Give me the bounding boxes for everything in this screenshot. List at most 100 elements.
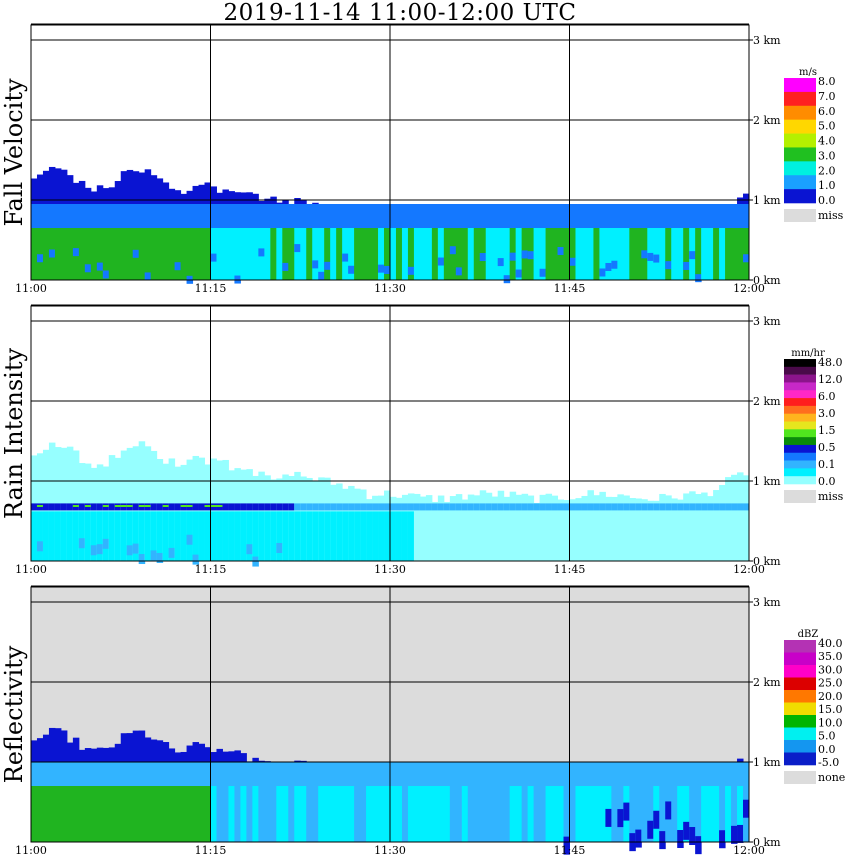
velocity-cell bbox=[246, 192, 253, 204]
reflectivity-cell bbox=[78, 786, 86, 842]
reflectivity-cell bbox=[282, 762, 289, 786]
velocity-cell bbox=[611, 260, 618, 269]
reflectivity-cell bbox=[72, 762, 80, 786]
reflectivity-cell bbox=[647, 820, 654, 839]
ytick-label: 1 km bbox=[753, 475, 781, 488]
reflectivity-cell bbox=[485, 762, 493, 786]
intensity-cell bbox=[390, 511, 397, 561]
velocity-cell bbox=[419, 228, 427, 280]
velocity-cell bbox=[294, 197, 301, 204]
reflectivity-cell bbox=[180, 786, 188, 842]
intensity-cell bbox=[653, 503, 660, 511]
legend-label: 0.0 bbox=[818, 743, 836, 756]
velocity-cell bbox=[174, 204, 182, 228]
velocity-cell bbox=[713, 204, 720, 228]
velocity-cell bbox=[168, 204, 176, 228]
reflectivity-cell bbox=[611, 786, 618, 842]
velocity-cell bbox=[503, 228, 511, 280]
reflectivity-cell bbox=[156, 740, 164, 762]
intensity-cell bbox=[330, 511, 337, 561]
intensity-cell bbox=[725, 503, 732, 511]
velocity-cell bbox=[240, 204, 247, 228]
intensity-cell bbox=[533, 503, 541, 511]
intensity-cell bbox=[671, 498, 678, 561]
reflectivity-cell bbox=[294, 762, 301, 786]
velocity-cell bbox=[395, 204, 403, 228]
intensity-cell bbox=[90, 503, 98, 511]
velocity-cell bbox=[605, 228, 612, 280]
velocity-cell bbox=[354, 204, 361, 228]
intensity-cell bbox=[372, 503, 379, 511]
intensity-cell bbox=[635, 503, 642, 511]
legend-label: 12.0 bbox=[818, 373, 843, 386]
velocity-cell bbox=[300, 228, 307, 280]
velocity-cell bbox=[635, 204, 642, 228]
velocity-cell bbox=[413, 228, 421, 280]
velocity-cell bbox=[629, 204, 636, 228]
velocity-cell bbox=[443, 204, 451, 228]
velocity-cell bbox=[198, 228, 206, 280]
velocity-cell bbox=[60, 204, 68, 228]
reflectivity-cell bbox=[306, 786, 313, 842]
velocity-cell bbox=[677, 204, 684, 228]
velocity-cell bbox=[665, 228, 672, 280]
reflectivity-cell bbox=[671, 786, 678, 842]
legend-swatch bbox=[784, 175, 816, 190]
intensity-cell bbox=[707, 496, 714, 561]
intensity-cell bbox=[306, 503, 313, 511]
velocity-cell bbox=[216, 192, 223, 204]
velocity-cell bbox=[132, 249, 140, 258]
velocity-cell bbox=[84, 228, 92, 280]
reflectivity-cell bbox=[707, 762, 714, 786]
intensity-cell bbox=[509, 491, 517, 561]
intensity-cell bbox=[186, 534, 194, 545]
reflectivity-cell bbox=[120, 762, 128, 786]
intensity-cell bbox=[66, 511, 74, 561]
velocity-cell bbox=[605, 262, 612, 271]
reflectivity-cell bbox=[198, 743, 206, 762]
velocity-cell bbox=[635, 228, 642, 280]
intensity-cell bbox=[360, 503, 367, 511]
velocity-cell bbox=[366, 228, 373, 280]
velocity-cell bbox=[48, 166, 56, 204]
reflectivity-cell bbox=[228, 786, 235, 842]
velocity-cell bbox=[96, 228, 104, 280]
reflectivity-cell bbox=[90, 748, 98, 762]
legend-label: 1.5 bbox=[818, 424, 836, 437]
reflectivity-cell bbox=[54, 728, 62, 762]
reflectivity-cell bbox=[731, 786, 738, 842]
velocity-cell bbox=[707, 228, 714, 280]
velocity-cell bbox=[168, 188, 176, 204]
intensity-cell bbox=[437, 495, 445, 561]
intensity-cell bbox=[150, 503, 158, 511]
xtick-label: 12:00 bbox=[733, 844, 765, 857]
panel-reflectivity: 0 km 1 km 2 km 3 km 11:00 11:15 11:30 11:45 12:0… bbox=[0, 585, 845, 857]
reflectivity-cell bbox=[497, 762, 505, 786]
reflectivity-cell bbox=[258, 762, 265, 786]
velocity-cell bbox=[120, 171, 128, 204]
legend-unit: dBZ bbox=[798, 629, 819, 640]
reflectivity-cell bbox=[252, 786, 259, 842]
intensity-cell bbox=[324, 503, 331, 511]
velocity-cell bbox=[228, 228, 235, 280]
velocity-cell bbox=[114, 204, 122, 228]
velocity-cell bbox=[360, 204, 367, 228]
intensity-cell bbox=[204, 505, 211, 507]
reflectivity-cell bbox=[659, 762, 666, 786]
intensity-cell bbox=[455, 503, 463, 511]
intensity-cell bbox=[120, 505, 128, 507]
reflectivity-cell bbox=[174, 762, 182, 786]
legend-swatch bbox=[784, 366, 816, 375]
reflectivity-cell bbox=[384, 762, 391, 786]
velocity-cell bbox=[629, 228, 636, 280]
legend-swatch bbox=[784, 105, 816, 120]
intensity-cell bbox=[689, 491, 696, 561]
intensity-cell bbox=[390, 503, 397, 511]
legend-swatch bbox=[784, 374, 816, 383]
intensity-cell bbox=[168, 511, 176, 561]
velocity-cell bbox=[138, 228, 146, 280]
intensity-cell bbox=[180, 505, 188, 507]
reflectivity-cell bbox=[497, 786, 505, 842]
legend-label: 0.0 bbox=[818, 475, 836, 488]
reflectivity-cell bbox=[635, 762, 642, 786]
